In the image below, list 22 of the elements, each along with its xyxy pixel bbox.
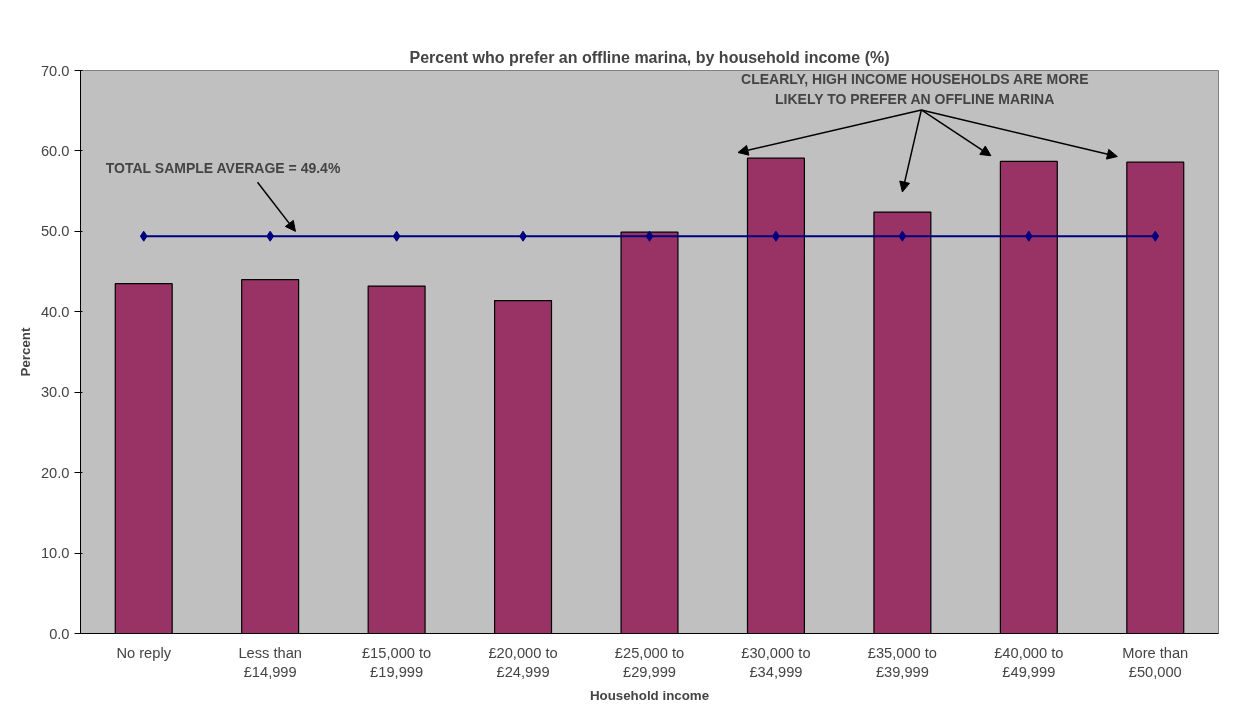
x-tick-label: More than £50,000 [1122,644,1189,680]
x-tick-label: £30,000 to £34,999 [741,644,811,680]
y-tick-label: 40.0 [40,303,70,320]
x-tick-label: £25,000 to £29,999 [614,644,685,680]
x-tick-label: £20,000 to £24,999 [488,644,558,680]
x-axis-title: Household income [589,687,710,703]
x-tick-label: No reply [116,644,172,661]
x-tick-label: £15,000 to £19,999 [361,644,432,680]
annotation: CLEARLY, HIGH INCOME HOUSEHOLDS ARE MORE LIKELY TO PREFER AN OFFLINE MARINA [741,71,1089,107]
x-tick-label: £35,000 to £39,999 [867,644,938,680]
y-tick-label: 20.0 [40,464,70,481]
x-tick-label: Less than £14,999 [238,644,302,680]
annotation: TOTAL SAMPLE AVERAGE = 49.4% [105,159,341,176]
y-tick-label: 60.0 [40,142,70,159]
y-tick-label: 70.0 [40,62,70,79]
y-tick-label: 50.0 [40,223,70,240]
y-axis-title: Percent [17,326,33,377]
chart-title: Percent who prefer an offline marina, by household income (%) [409,48,890,66]
y-tick-label: 10.0 [40,545,70,562]
y-tick-label: 30.0 [40,384,70,401]
y-tick-label: 0.0 [49,625,70,642]
x-tick-label: £40,000 to £49,999 [994,644,1064,680]
